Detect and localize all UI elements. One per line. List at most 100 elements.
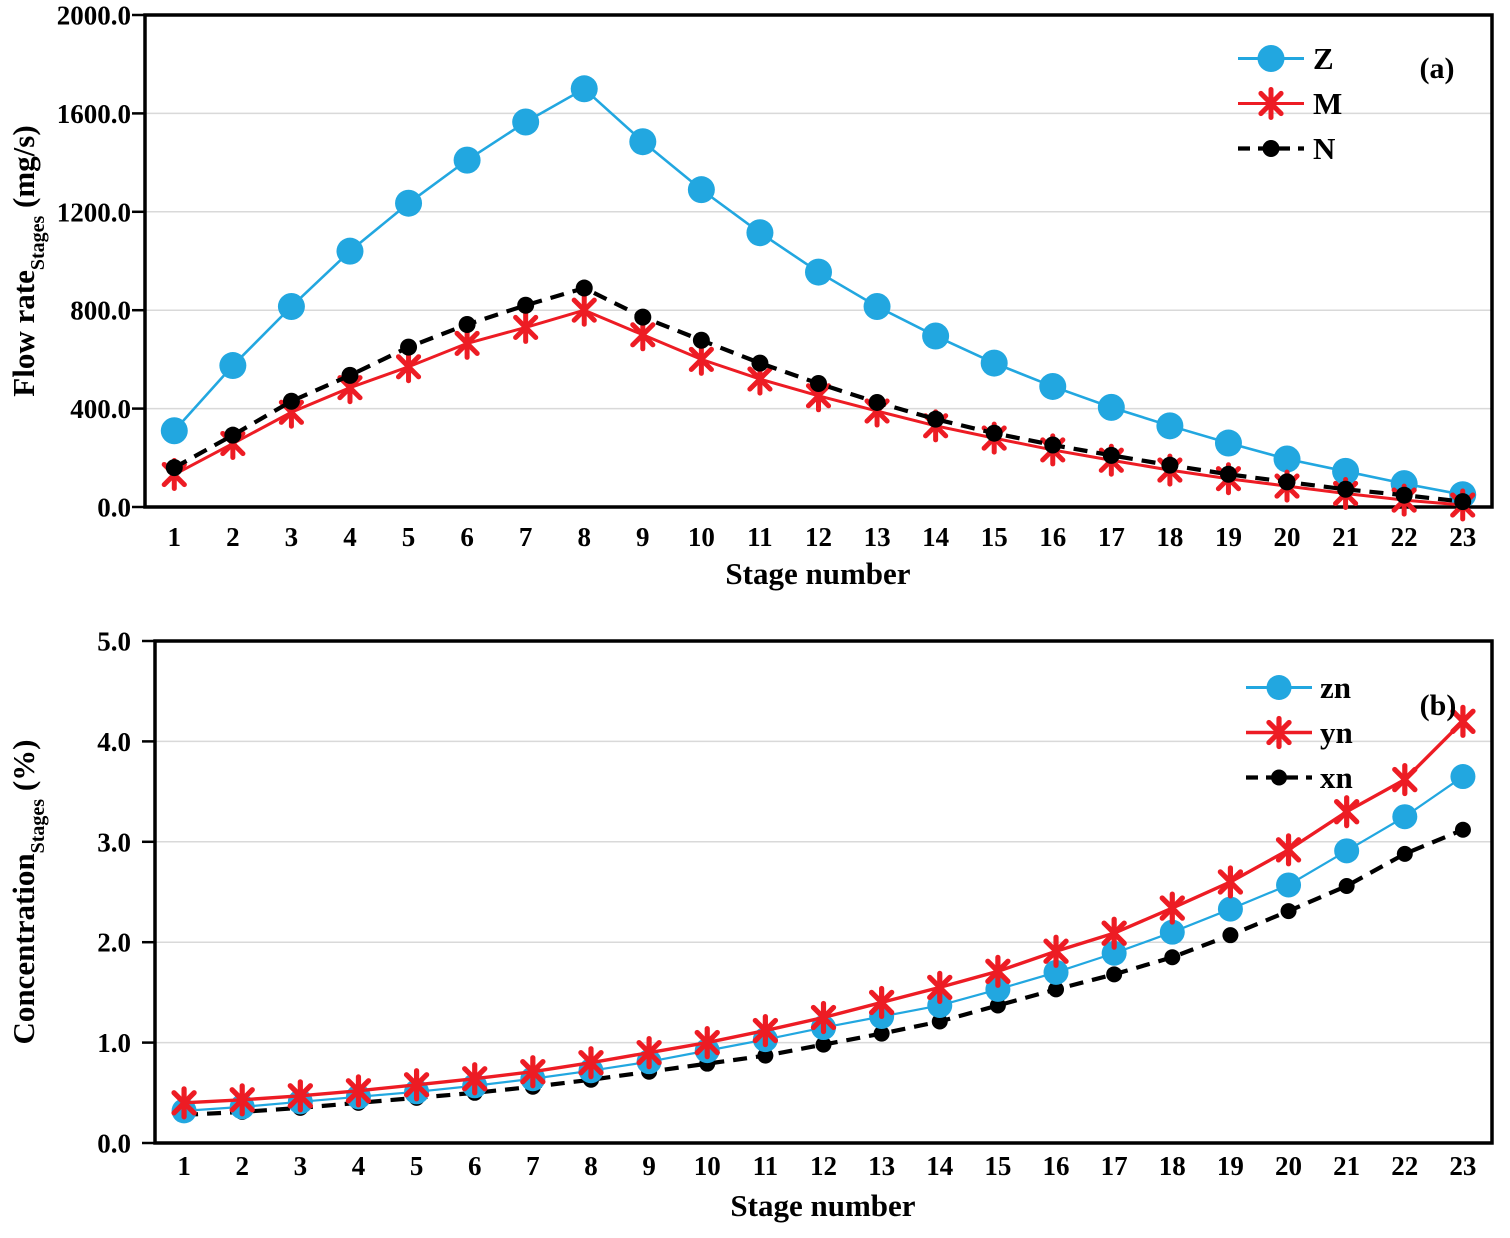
data-point-Z-stage-4 [336,237,364,265]
data-point-xn-stage-19 [1222,927,1239,944]
x-tick-label: 10 [688,522,715,552]
x-tick-label: 12 [810,1151,837,1181]
asterisk-stroke [630,322,656,348]
x-tick-label: 21 [1333,1151,1360,1181]
data-point-zn-stage-19 [1217,896,1243,922]
data-point-yn-stage-13 [868,985,895,1020]
panel-label-a: (a) [1420,52,1455,85]
x-axis-title-b: Stage number [730,1188,915,1223]
data-point-N-stage-5 [400,338,418,356]
asterisk-stroke [229,1087,255,1113]
asterisk-stroke [1258,90,1284,117]
data-point-Z-stage-18 [1156,412,1184,440]
data-point-Z-stage-8 [570,75,598,103]
x-tick-label: 4 [343,522,357,552]
legend-marker-zn [1266,675,1292,700]
x-tick-label: 13 [864,522,891,552]
x-tick-label: 3 [294,1151,308,1181]
x-tick-label: 11 [747,522,773,552]
data-point-zn-stage-20 [1276,872,1302,898]
data-point-N-stage-7 [517,296,535,314]
y-tick-label: 1200.0 [57,197,131,227]
data-point-yn-stage-23 [1450,704,1476,738]
data-point-Z-stage-7 [512,108,540,136]
x-tick-label: 19 [1217,1151,1244,1181]
y-axis-title-b-subscript: Stages [27,799,49,854]
asterisk-stroke [1392,766,1418,793]
x-tick-label: 10 [694,1151,721,1181]
asterisk-stroke [1450,708,1476,735]
data-point-N-stage-1 [165,459,183,477]
x-tick-label: 2 [226,522,240,552]
data-point-N-stage-23 [1454,493,1472,511]
x-tick-label: 17 [1101,1151,1128,1181]
data-point-xn-stage-14 [931,1013,948,1030]
data-point-yn-stage-18 [1159,891,1185,925]
asterisk-stroke [636,1039,662,1066]
data-point-zn-stage-16 [1043,959,1069,985]
x-tick-label: 6 [460,522,474,552]
y-tick-label: 0.0 [97,493,131,523]
data-point-yn-stage-12 [810,1000,837,1035]
data-point-zn-stage-17 [1101,940,1127,966]
data-point-M-stage-5 [395,350,422,384]
data-point-xn-stage-23 [1454,821,1471,838]
x-tick-label: 12 [805,522,832,552]
plot-frame [143,13,1494,509]
legend-label-M: M [1313,86,1342,121]
data-point-M-stage-8 [571,293,597,327]
data-point-yn-stage-10 [694,1025,720,1060]
data-point-yn-stage-9 [636,1036,662,1070]
y-tick-label: 800.0 [70,296,131,326]
asterisk-stroke [571,297,597,323]
data-point-N-stage-15 [985,424,1003,442]
data-point-Z-stage-13 [863,293,891,321]
x-tick-label: 7 [526,1151,540,1181]
asterisk-stroke [345,1078,372,1104]
asterisk-stroke [985,958,1011,984]
x-tick-label: 20 [1275,1151,1302,1181]
data-point-zn-stage-14 [927,992,953,1018]
data-point-N-stage-16 [1044,436,1062,454]
data-point-N-stage-21 [1337,480,1355,498]
data-point-yn-stage-20 [1275,833,1302,867]
data-point-Z-stage-21 [1332,457,1360,485]
panel-b-plot: 0.01.02.03.04.05.01 2 3 4 5 6 7 8 9 10 11 12 13 14 15 1… [97,627,1494,1181]
data-point-yn-stage-2 [229,1083,255,1117]
asterisk-stroke [337,375,363,401]
x-tick-label: 13 [868,1151,895,1181]
data-point-xn-stage-11 [757,1047,774,1064]
asterisk-stroke [927,974,953,1001]
y-tick-label: 5.0 [97,627,131,657]
x-tick-label: 22 [1391,522,1418,552]
data-point-N-stage-3 [282,392,300,410]
data-point-xn-stage-18 [1164,949,1181,966]
x-tick-label: 22 [1391,1151,1418,1181]
data-point-N-stage-14 [927,410,945,428]
data-point-yn-stage-14 [927,970,953,1004]
x-tick-label: 21 [1332,522,1359,552]
x-tick-label: 4 [352,1151,366,1181]
asterisk-stroke [403,1072,430,1098]
y-tick-label: 0.0 [97,1129,131,1159]
y-axis-title-a-subscript: Stages [27,216,49,271]
legend-marker-N [1262,140,1280,157]
x-tick-label: 14 [926,1151,953,1181]
data-point-yn-stage-11 [752,1013,779,1048]
y-axis-title-b: ConcentrationStages (%) [6,739,49,1044]
legend-label-xn: xn [1320,760,1353,795]
x-tick-label: 8 [584,1151,598,1181]
data-point-Z-stage-19 [1214,429,1242,457]
x-tick-label: 17 [1098,522,1125,552]
data-point-N-stage-20 [1278,473,1296,491]
data-point-yn-stage-1 [171,1086,197,1120]
data-point-Z-stage-20 [1273,445,1301,473]
x-tick-label: 1 [168,522,182,552]
data-point-Z-stage-16 [1039,372,1067,400]
asterisk-stroke [1266,719,1292,746]
x-tick-label: 8 [577,522,591,552]
x-tick-label: 16 [1043,1151,1070,1181]
asterisk-stroke [1101,920,1127,946]
data-point-yn-stage-7 [520,1055,546,1089]
